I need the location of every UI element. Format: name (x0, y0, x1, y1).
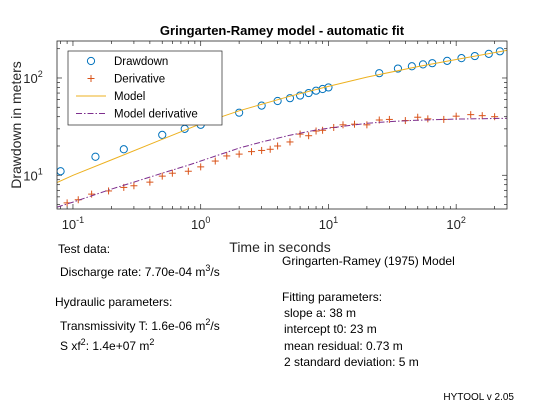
derivative-point (312, 127, 320, 135)
model-line (57, 49, 507, 184)
x-tick-label: 101 (319, 215, 338, 232)
drawdown-point (158, 130, 167, 139)
transmissivity-text: Transmissivity T: 1.6e-06 m (60, 319, 206, 333)
legend-label: Model (114, 91, 145, 103)
legend-swatch (86, 56, 96, 66)
derivative-point (491, 113, 499, 121)
sxf-unit-exp: 2 (149, 337, 155, 347)
derivative-point (248, 148, 256, 156)
legend-label: Model derivative (114, 109, 198, 121)
drawdown-point (285, 94, 295, 103)
derivative-point (385, 115, 393, 123)
transmissivity: Transmissivity T: 1.6e-06 m2/s (60, 317, 220, 333)
derivative-point (88, 190, 96, 198)
legend-label: Derivative (114, 74, 165, 86)
y-tick-label: 101 (23, 166, 42, 183)
tick-labels: 10-1 100 101 102 101 102 (23, 69, 466, 232)
drawdown-point (407, 62, 416, 71)
sxf-exp: 2 (80, 337, 86, 347)
derivative-point (184, 167, 192, 175)
series-layer (57, 47, 507, 208)
derivative-point (266, 145, 274, 153)
discharge-rate: Discharge rate: 7.70e-04 m3/s (60, 263, 220, 279)
derivative-point (274, 142, 282, 150)
drawdown-point (235, 108, 244, 117)
discharge-rate-text: Discharge rate: 7.70e-04 m (60, 265, 206, 279)
residual-value: mean residual: 0.73 m (284, 339, 403, 353)
derivative-point (223, 152, 231, 160)
std-deviation-value: 2 standard deviation: 5 m (284, 355, 419, 369)
drawdown-point (119, 145, 128, 154)
transmissivity-unit: /s (210, 319, 220, 333)
fitting-heading: Fitting parameters: (282, 290, 383, 304)
x-axis-label: Time in seconds (229, 239, 330, 255)
drawdown-point (393, 64, 403, 73)
derivative-point (319, 126, 327, 134)
derivative-point (258, 146, 266, 154)
chart-title: Gringarten-Ramey model - automatic fit (160, 23, 405, 38)
legend-swatch (87, 75, 95, 82)
test-data-heading: Test data: (58, 242, 111, 256)
drawdown-point (304, 88, 313, 98)
transmissivity-exp: 2 (205, 317, 211, 327)
derivative-point (158, 172, 166, 180)
drawdown-point (57, 167, 65, 176)
derivative-point (146, 178, 154, 186)
y-tick-label: 102 (23, 69, 42, 86)
discharge-rate-exp: 3 (205, 263, 211, 273)
axis-ticks (57, 41, 507, 209)
slope-value: slope a: 38 m (284, 306, 357, 320)
y-axis-label: Drawdown in meters (8, 61, 24, 189)
derivative-point (296, 130, 304, 138)
derivative-point (168, 169, 176, 177)
version-label: HYTOOL v 2.05 (443, 392, 514, 403)
derivative-point (467, 111, 475, 119)
derivative-point (211, 157, 219, 165)
drawdown-point (295, 91, 305, 100)
discharge-rate-unit: /s (210, 265, 220, 279)
storativity: S xf2: 1.4e+07 m2 (60, 337, 154, 353)
drawdown-point (418, 60, 428, 69)
legend: Drawdown Derivative Model Model derivative (67, 50, 223, 126)
plot-frame (56, 40, 508, 210)
derivative-point (305, 132, 313, 140)
legend-label: Drawdown (114, 56, 168, 68)
hydraulic-heading: Hydraulic parameters: (55, 295, 173, 309)
derivative-point (130, 182, 138, 190)
drawdown-point (470, 51, 479, 61)
x-tick-label: 102 (446, 215, 465, 232)
derivative-point (286, 138, 294, 146)
derivative-point (424, 115, 432, 123)
derivative-point (339, 121, 347, 129)
sxf-prefix: S xf (60, 339, 81, 353)
derivative-point (235, 150, 243, 158)
drawdown-point (91, 152, 100, 161)
derivative-point (414, 113, 422, 121)
drawdown-point (375, 69, 384, 78)
model-derivative-line (57, 117, 507, 208)
x-tick-label: 100 (191, 215, 210, 232)
sxf-text: : 1.4e+07 m (85, 339, 150, 353)
model-name: Gringarten-Ramey (1975) Model (282, 254, 455, 268)
x-tick-label: 10-1 (62, 215, 84, 232)
derivative-point (197, 163, 205, 171)
intercept-value: intercept t0: 23 m (284, 322, 377, 336)
derivative-point (478, 112, 486, 120)
derivative-point (363, 121, 371, 129)
derivative-point (452, 112, 460, 120)
